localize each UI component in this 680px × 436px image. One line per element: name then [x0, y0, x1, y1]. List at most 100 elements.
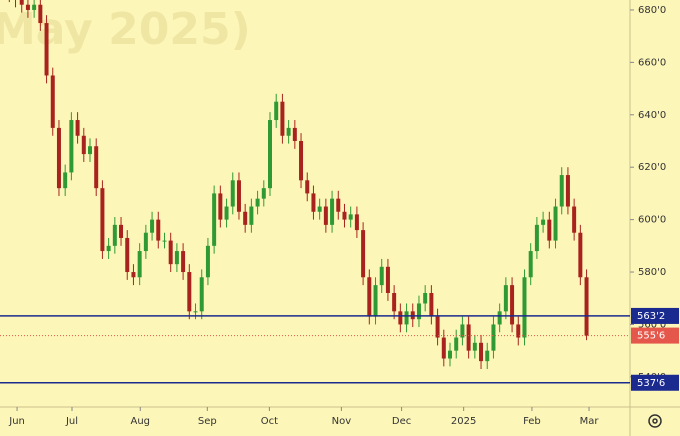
candle-body — [323, 206, 328, 225]
candle-body — [224, 206, 229, 220]
candle-body — [100, 188, 105, 252]
candle-body — [472, 342, 477, 351]
candle-body — [516, 324, 521, 338]
candle-body — [218, 193, 223, 220]
y-tick-label: 560'0 — [638, 319, 666, 330]
candle-body — [330, 198, 335, 225]
candle-body — [435, 316, 440, 338]
candle-body — [32, 4, 37, 10]
candle-body — [423, 292, 428, 304]
y-tick-label: 660'0 — [638, 57, 666, 68]
candle-body — [44, 23, 49, 76]
watermark: May 2025) — [0, 4, 251, 55]
candle-body — [168, 240, 173, 265]
candle-body — [193, 311, 198, 313]
last-price-label: 555'6 — [637, 331, 665, 342]
y-tick-label: 580'0 — [638, 267, 666, 278]
candle-body — [174, 251, 179, 265]
candle-body — [534, 224, 539, 252]
x-tick-label: Oct — [261, 416, 278, 427]
level-label: 563'2 — [637, 311, 665, 322]
candle-body — [528, 251, 533, 278]
candle-body — [522, 277, 527, 338]
candle-body — [361, 230, 366, 278]
x-tick-label: Sep — [198, 416, 217, 427]
candle-body — [367, 277, 372, 317]
x-tick-label: Mar — [580, 416, 600, 427]
candle-body — [541, 219, 546, 225]
x-tick-label: Jun — [8, 416, 25, 427]
candle-body — [280, 101, 285, 136]
candle-body — [485, 350, 490, 362]
level-label: 537'6 — [637, 378, 665, 389]
candle-body — [292, 127, 297, 141]
candle-body — [274, 101, 279, 121]
candle-body — [286, 127, 291, 136]
x-tick-label: Jul — [65, 416, 78, 427]
candle-body — [56, 127, 61, 189]
candle-body — [75, 120, 80, 136]
candle-body — [150, 219, 155, 233]
settings-icon[interactable] — [648, 414, 662, 428]
candle-body — [268, 120, 272, 189]
candle-body — [63, 172, 68, 189]
candle-body — [448, 350, 452, 359]
candle-body — [460, 324, 465, 338]
y-tick-label: 680'0 — [638, 5, 666, 16]
candle-body — [69, 120, 74, 173]
candle-body — [205, 245, 210, 278]
candle-body — [187, 272, 192, 312]
candle-body — [547, 219, 552, 241]
candle-body — [354, 214, 359, 231]
candle-body — [38, 4, 43, 24]
candle-body — [578, 232, 583, 278]
candle-body — [131, 272, 136, 278]
candle-body — [311, 193, 316, 212]
candle-body — [503, 285, 508, 312]
candle-body — [50, 75, 55, 128]
candle-body — [429, 292, 434, 317]
candle-body — [317, 206, 322, 212]
level-label-box — [631, 307, 679, 324]
candle-body — [385, 266, 390, 293]
level-label-box — [631, 374, 679, 391]
candle-body — [143, 232, 148, 252]
candle-body — [441, 337, 446, 359]
candle-body — [553, 206, 558, 241]
candle-body — [212, 193, 217, 246]
candle-body — [497, 311, 502, 325]
candle-body — [162, 240, 167, 242]
x-tick-label: Dec — [392, 416, 411, 427]
candle-body — [572, 206, 577, 233]
candle-body — [112, 224, 117, 246]
candle-body — [584, 277, 589, 336]
candle-body — [305, 180, 310, 194]
x-tick-label: Aug — [131, 416, 151, 427]
candle-body — [510, 285, 515, 325]
candle-body — [491, 324, 496, 351]
candle-body — [106, 245, 111, 252]
x-tick-label: 2025 — [451, 416, 476, 427]
candle-body — [466, 324, 471, 351]
candle-body — [299, 140, 304, 181]
last-price-box — [631, 327, 679, 344]
candle-body — [348, 214, 353, 220]
candle-body — [416, 303, 421, 320]
candle-body — [342, 211, 347, 220]
candle-body — [398, 311, 403, 325]
candle-body — [230, 180, 235, 207]
candle-body — [119, 224, 124, 238]
candle-body — [454, 337, 459, 351]
candle-body — [392, 292, 397, 312]
candle-body — [236, 180, 241, 212]
candle-body — [81, 135, 86, 155]
y-tick-label: 600'0 — [638, 215, 666, 226]
y-tick-label: 620'0 — [638, 162, 666, 173]
gear-hub — [652, 418, 658, 424]
candle-body — [181, 251, 186, 273]
candle-body — [243, 211, 248, 225]
x-tick-label: Feb — [523, 416, 541, 427]
candle-body — [479, 342, 484, 362]
candle-body — [559, 175, 564, 207]
